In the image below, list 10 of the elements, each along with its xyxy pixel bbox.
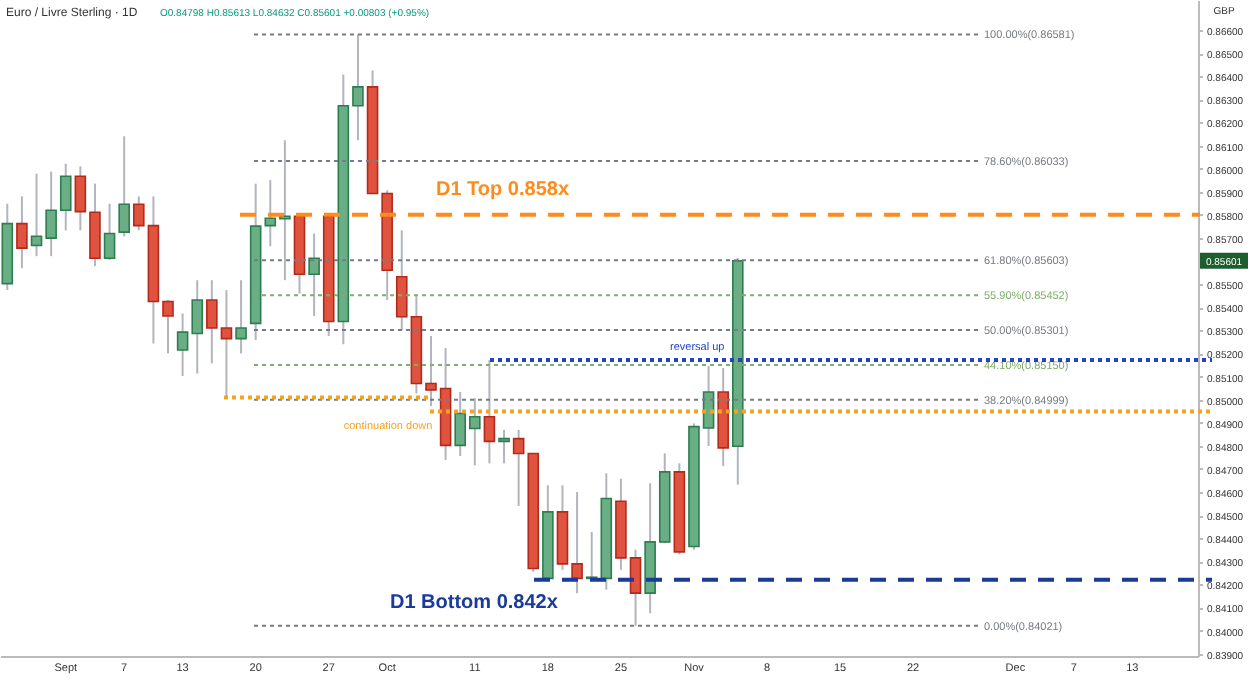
candlestick bbox=[118, 135, 130, 238]
candlestick bbox=[498, 428, 510, 465]
candlestick bbox=[103, 202, 116, 262]
candlestick bbox=[16, 195, 28, 270]
ref-line-label: D1 Top 0.858x bbox=[436, 178, 570, 201]
candlestick bbox=[308, 232, 320, 317]
candlestick bbox=[483, 359, 496, 465]
candlestick bbox=[585, 530, 598, 581]
candlestick bbox=[235, 279, 247, 355]
ref-line-label: D1 Bottom 0.842x bbox=[390, 591, 559, 614]
